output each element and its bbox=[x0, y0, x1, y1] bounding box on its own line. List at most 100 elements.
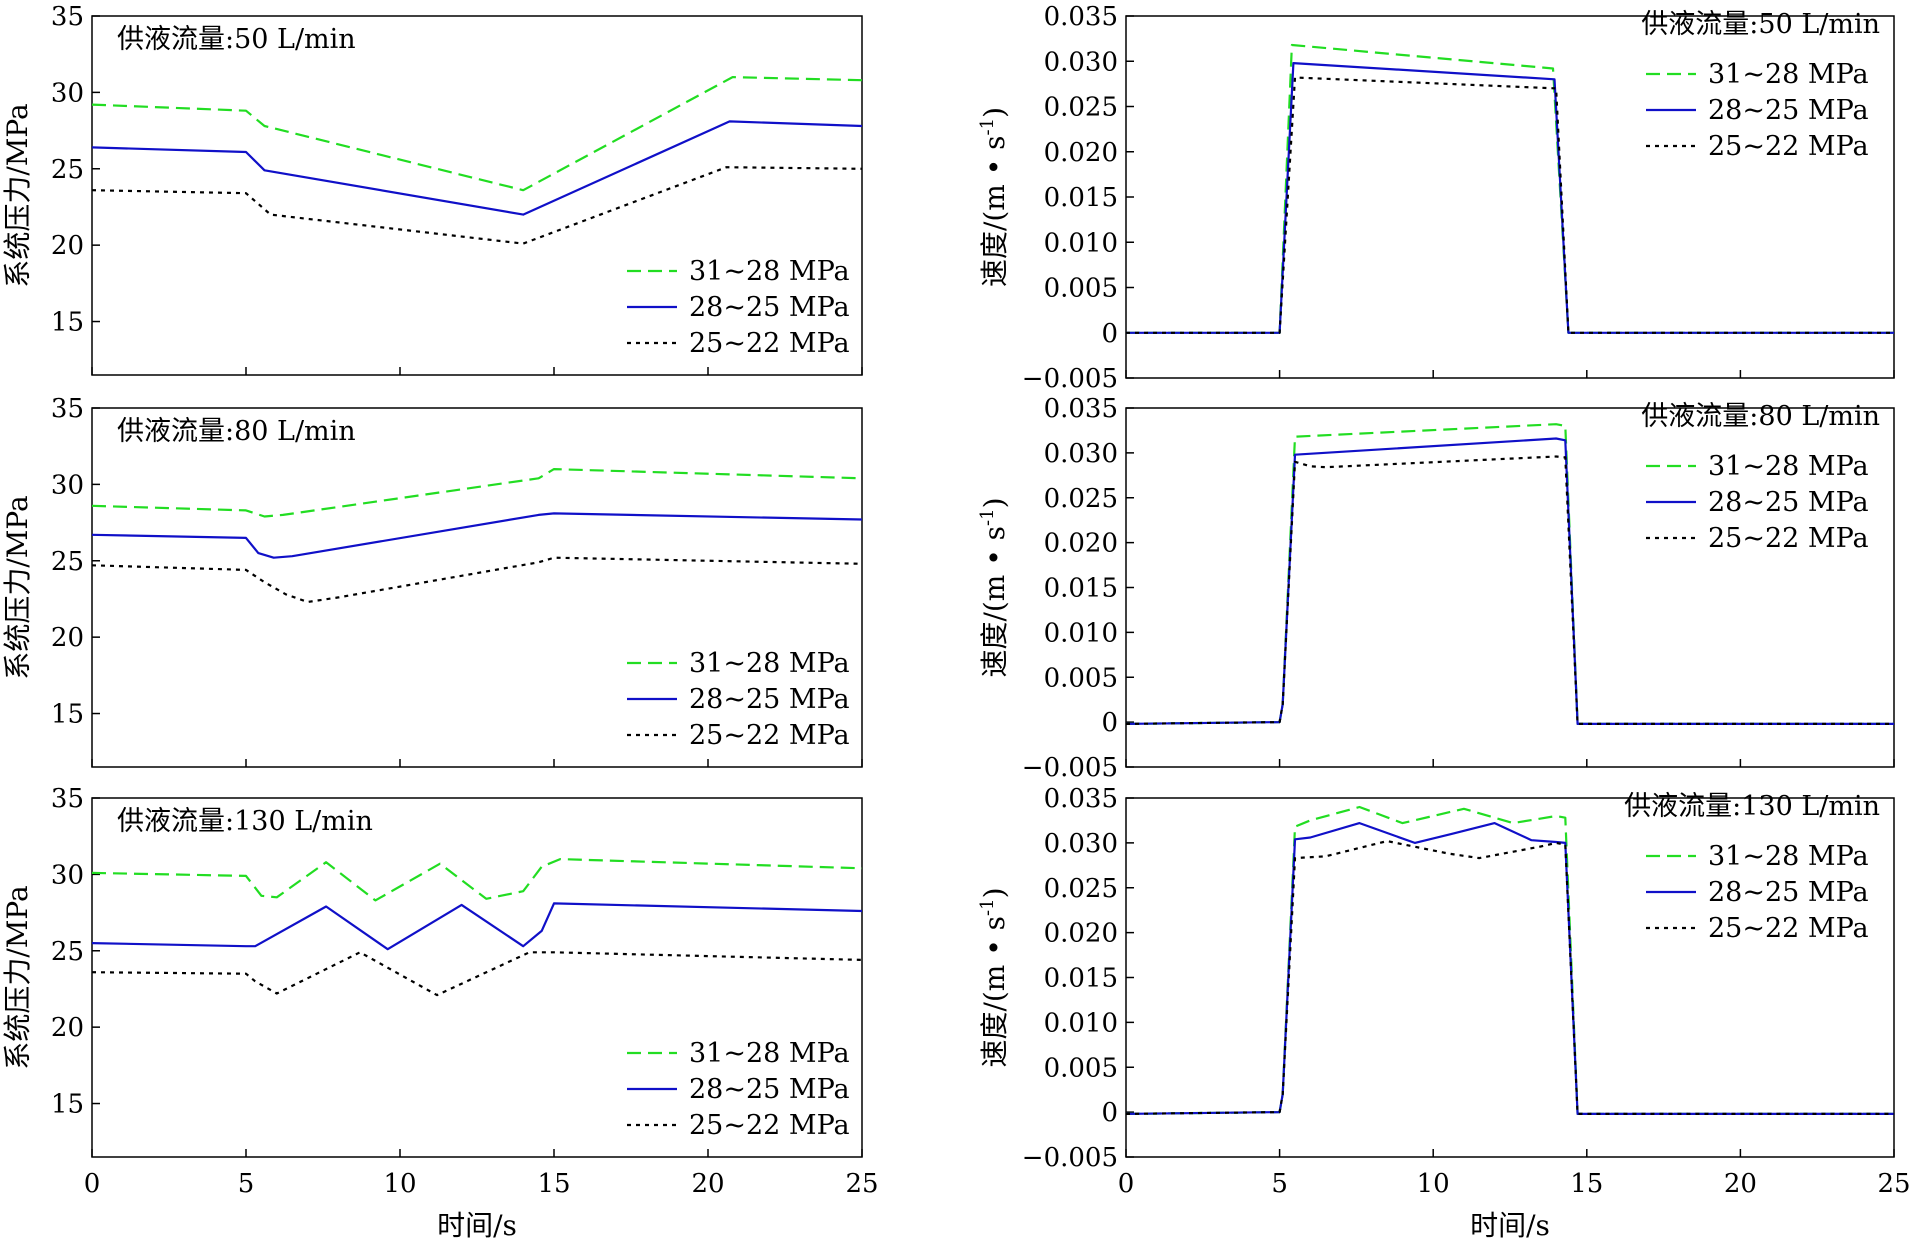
y-tick-label: 0.010 bbox=[1044, 1008, 1118, 1038]
y-tick-label: 0.005 bbox=[1044, 274, 1118, 304]
y-tick-label: 0.015 bbox=[1044, 574, 1118, 604]
legend-label: 31~28 MPa bbox=[689, 256, 850, 287]
y-tick-label: 0.030 bbox=[1044, 47, 1118, 77]
panel-title: 供液流量:50 L/min bbox=[117, 24, 356, 55]
y-tick-label: 0.035 bbox=[1044, 394, 1118, 424]
y-tick-label: 30 bbox=[51, 78, 84, 108]
y-tick-label: 15 bbox=[51, 700, 84, 730]
x-tick-label: 15 bbox=[1570, 1169, 1603, 1199]
series-line-3 bbox=[1125, 839, 1894, 1116]
panel-title: 供液流量:80 L/min bbox=[117, 416, 356, 447]
legend-label: 28~25 MPa bbox=[1708, 877, 1869, 908]
y-tick-label: 20 bbox=[51, 231, 84, 261]
plot-frame bbox=[91, 407, 863, 768]
x-tick-label: 5 bbox=[238, 1169, 255, 1199]
plot-frame bbox=[91, 797, 863, 1158]
x-tick-label: 0 bbox=[84, 1169, 101, 1199]
legend-label: 28~25 MPa bbox=[689, 684, 850, 715]
y-axis-label: 速度/(m • s-1) bbox=[977, 497, 1011, 677]
y-tick-label: −0.005 bbox=[1022, 364, 1118, 394]
legend-label: 31~28 MPa bbox=[1708, 59, 1869, 90]
y-tick-label: 35 bbox=[51, 2, 84, 32]
series-line-1 bbox=[91, 857, 863, 902]
y-tick-label: 15 bbox=[51, 1090, 84, 1120]
x-axis-label: 时间/s bbox=[1470, 1209, 1550, 1242]
series-line-3 bbox=[91, 166, 863, 245]
panel-title: 供液流量:80 L/min bbox=[1641, 401, 1880, 432]
x-axis-label: 时间/s bbox=[437, 1209, 517, 1242]
x-tick-label: 25 bbox=[1877, 1169, 1910, 1199]
y-tick-label: 0.020 bbox=[1044, 919, 1118, 949]
y-tick-label: 0.005 bbox=[1044, 1053, 1118, 1083]
y-tick-label: 0.035 bbox=[1044, 2, 1118, 32]
legend-label: 31~28 MPa bbox=[1708, 451, 1869, 482]
y-tick-label: 25 bbox=[51, 547, 84, 577]
x-tick-label: 10 bbox=[1417, 1169, 1450, 1199]
y-axis-label: 系统压力/MPa bbox=[1, 495, 34, 679]
y-axis-label: 速度/(m • s-1) bbox=[977, 887, 1011, 1067]
legend-label: 25~22 MPa bbox=[1708, 523, 1869, 554]
y-tick-label: 0.030 bbox=[1044, 829, 1118, 859]
y-tick-label: 0.020 bbox=[1044, 529, 1118, 559]
series-line-1 bbox=[91, 75, 863, 192]
panel-pressure-130: 15 20 25 30 35 0 5 10 15 20 25 时间/s 系统压力/MPa 供液流量:130… bbox=[1, 784, 879, 1242]
y-tick-label: 35 bbox=[51, 784, 84, 814]
legend: 31~28 MPa 28~25 MPa 25~22 MPa bbox=[627, 648, 850, 751]
y-tick-label: −0.005 bbox=[1022, 1143, 1118, 1173]
panel-velocity-50: −0.005 0 0.005 0.010 0.015 0.020 0.025 0.030 0.0… bbox=[977, 2, 1895, 394]
y-tick-label: 0.025 bbox=[1044, 93, 1118, 123]
y-tick-label: 20 bbox=[51, 1013, 84, 1043]
y-tick-label: 0.015 bbox=[1044, 964, 1118, 994]
legend-label: 25~22 MPa bbox=[1708, 131, 1869, 162]
series-line-3 bbox=[1126, 76, 1894, 334]
series-line-2 bbox=[91, 120, 863, 216]
x-tick-label: 15 bbox=[537, 1169, 570, 1199]
legend: 31~28 MPa 28~25 MPa 25~22 MPa bbox=[1646, 59, 1869, 162]
x-tick-label: 0 bbox=[1118, 1169, 1135, 1199]
legend-label: 31~28 MPa bbox=[689, 1038, 850, 1069]
series-line-2 bbox=[91, 902, 863, 951]
panel-title: 供液流量:130 L/min bbox=[117, 806, 373, 837]
y-tick-label: 0 bbox=[1101, 319, 1118, 349]
legend-label: 25~22 MPa bbox=[689, 1110, 850, 1141]
y-tick-label: 0.005 bbox=[1044, 663, 1118, 693]
series-line-3 bbox=[1125, 455, 1894, 726]
legend-label: 25~22 MPa bbox=[1708, 913, 1869, 944]
legend: 31~28 MPa 28~25 MPa 25~22 MPa bbox=[1646, 841, 1869, 944]
y-tick-label: 0.035 bbox=[1044, 784, 1118, 814]
x-tick-label: 5 bbox=[1271, 1169, 1288, 1199]
y-tick-label: 0.015 bbox=[1044, 183, 1118, 213]
legend: 31~28 MPa 28~25 MPa 25~22 MPa bbox=[1646, 451, 1869, 554]
y-tick-label: 35 bbox=[51, 394, 84, 424]
legend-label: 31~28 MPa bbox=[1708, 841, 1869, 872]
panel-title: 供液流量:130 L/min bbox=[1624, 791, 1880, 822]
legend-label: 28~25 MPa bbox=[1708, 487, 1869, 518]
series-line-3 bbox=[91, 951, 863, 997]
y-tick-label: 0.025 bbox=[1044, 484, 1118, 514]
y-tick-label: 0.020 bbox=[1044, 138, 1118, 168]
legend-label: 28~25 MPa bbox=[689, 1074, 850, 1105]
series-line-3 bbox=[91, 556, 863, 604]
panel-velocity-80: −0.005 0 0.005 0.010 0.015 0.020 0.025 0.030 0.0… bbox=[977, 394, 1895, 783]
y-tick-label: 25 bbox=[51, 937, 84, 967]
series-line-1 bbox=[91, 468, 863, 518]
y-tick-label: 30 bbox=[51, 860, 84, 890]
y-tick-label: 25 bbox=[51, 155, 84, 185]
legend-label: 28~25 MPa bbox=[689, 292, 850, 323]
legend: 31~28 MPa 28~25 MPa 25~22 MPa bbox=[627, 1038, 850, 1141]
y-tick-label: 20 bbox=[51, 623, 84, 653]
series-line-2 bbox=[1125, 821, 1894, 1116]
legend-label: 28~25 MPa bbox=[1708, 95, 1869, 126]
panel-pressure-80: 15 20 25 30 35 系统压力/MPa 供液流量:80 L/min 31~28 MPa… bbox=[1, 394, 863, 768]
y-tick-label: 0 bbox=[1101, 708, 1118, 738]
y-tick-label: 0.030 bbox=[1044, 439, 1118, 469]
series-line-2 bbox=[91, 512, 863, 559]
panel-title: 供液流量:50 L/min bbox=[1641, 9, 1880, 40]
legend-label: 25~22 MPa bbox=[689, 328, 850, 359]
panel-pressure-50: 15 20 25 30 35 系统压力/MPa 供液流量:50 L/min 31~28 MPa… bbox=[1, 2, 863, 376]
y-tick-label: 30 bbox=[51, 470, 84, 500]
y-tick-label: 15 bbox=[51, 308, 84, 338]
y-tick-label: 0.025 bbox=[1044, 874, 1118, 904]
